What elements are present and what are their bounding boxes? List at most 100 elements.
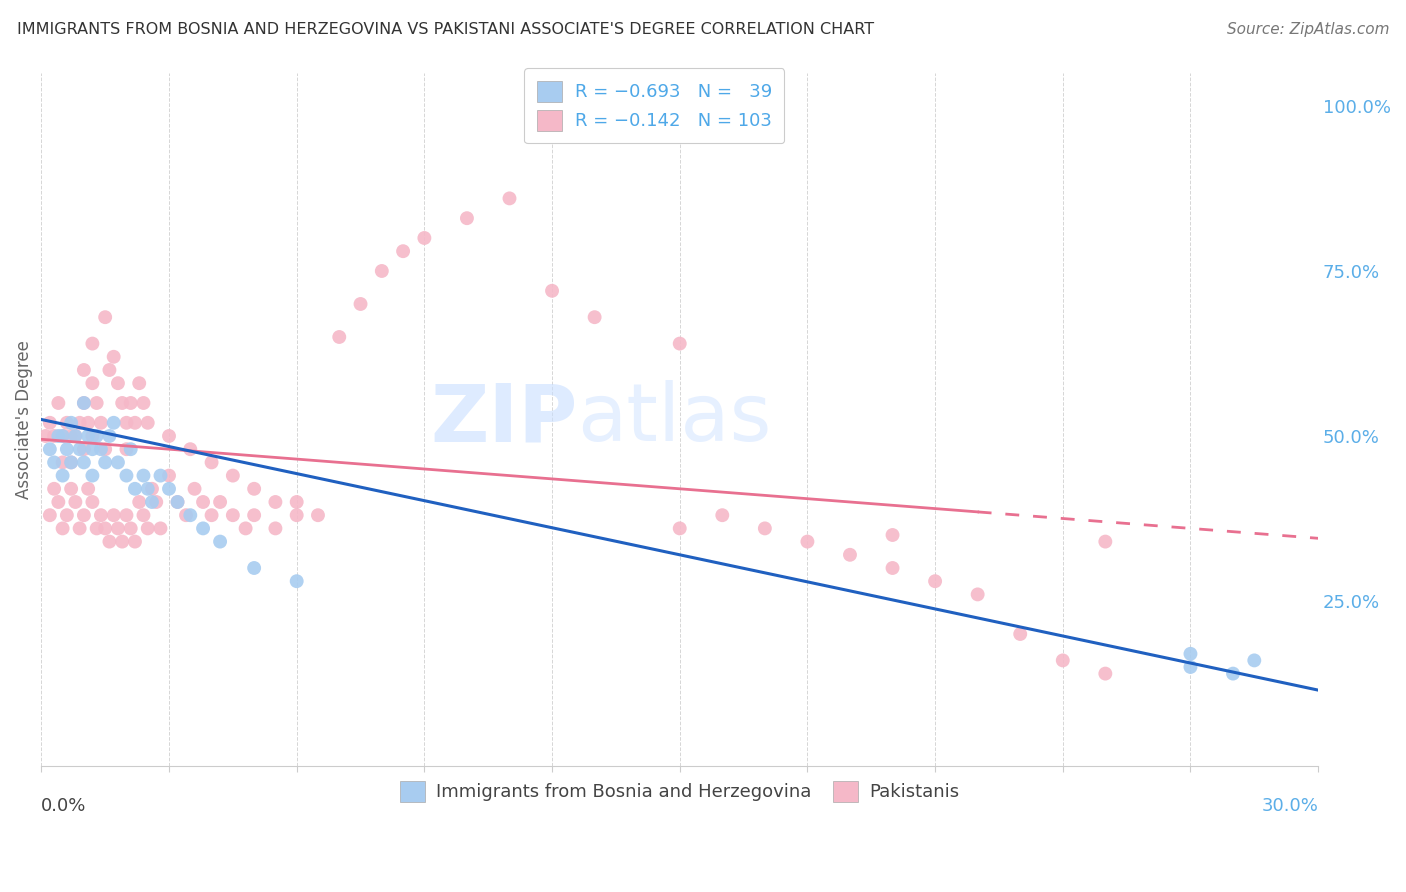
Point: [69, 521, 91, 535]
Text: ZIP: ZIP: [430, 381, 578, 458]
Point: [38, 416, 60, 430]
Point: [73, 455, 96, 469]
Point: [179, 442, 201, 457]
Point: [668, 336, 690, 351]
Point: [166, 495, 188, 509]
Point: [839, 548, 862, 562]
Point: [94, 455, 117, 469]
Point: [42, 455, 65, 469]
Point: [69, 416, 91, 430]
Point: [86, 396, 108, 410]
Point: [200, 508, 222, 523]
Text: 30.0%: 30.0%: [1261, 797, 1319, 814]
Point: [73, 363, 96, 377]
Point: [48, 429, 70, 443]
Point: [132, 468, 155, 483]
Point: [42, 429, 65, 443]
Point: [541, 284, 564, 298]
Point: [82, 376, 104, 391]
Point: [115, 508, 138, 523]
Point: [103, 416, 125, 430]
Point: [157, 482, 180, 496]
Point: [69, 442, 91, 457]
Point: [200, 455, 222, 469]
Point: [136, 482, 159, 496]
Point: [90, 442, 112, 457]
Point: [1052, 653, 1074, 667]
Point: [132, 508, 155, 523]
Point: [98, 534, 121, 549]
Point: [115, 416, 138, 430]
Point: [222, 508, 245, 523]
Point: [413, 231, 436, 245]
Point: [796, 534, 818, 549]
Point: [1180, 647, 1202, 661]
Point: [38, 508, 60, 523]
Point: [107, 376, 129, 391]
Point: [392, 244, 415, 259]
Point: [52, 455, 75, 469]
Point: [583, 310, 606, 325]
Point: [90, 416, 112, 430]
Point: [107, 455, 129, 469]
Point: [82, 442, 104, 457]
Point: [56, 442, 79, 457]
Point: [60, 429, 83, 443]
Point: [668, 521, 690, 535]
Point: [882, 528, 904, 542]
Point: [73, 442, 96, 457]
Point: [103, 508, 125, 523]
Point: [145, 495, 167, 509]
Point: [60, 455, 83, 469]
Point: [128, 376, 150, 391]
Point: [349, 297, 371, 311]
Point: [48, 495, 70, 509]
Point: [243, 508, 266, 523]
Point: [82, 336, 104, 351]
Point: [52, 429, 75, 443]
Point: [111, 534, 134, 549]
Point: [52, 429, 75, 443]
Point: [191, 521, 214, 535]
Point: [73, 396, 96, 410]
Legend: Immigrants from Bosnia and Herzegovina, Pakistanis: Immigrants from Bosnia and Herzegovina, …: [392, 773, 967, 809]
Point: [285, 495, 308, 509]
Point: [120, 442, 142, 457]
Point: [456, 211, 478, 226]
Point: [1094, 534, 1116, 549]
Point: [307, 508, 329, 523]
Point: [157, 468, 180, 483]
Point: [328, 330, 350, 344]
Point: [157, 429, 180, 443]
Point: [191, 495, 214, 509]
Point: [107, 521, 129, 535]
Point: [82, 495, 104, 509]
Point: [52, 468, 75, 483]
Point: [82, 468, 104, 483]
Point: [73, 508, 96, 523]
Point: [73, 396, 96, 410]
Point: [132, 396, 155, 410]
Point: [94, 310, 117, 325]
Point: [120, 396, 142, 410]
Point: [48, 396, 70, 410]
Point: [754, 521, 776, 535]
Point: [924, 574, 946, 589]
Point: [264, 495, 287, 509]
Point: [65, 495, 87, 509]
Point: [42, 482, 65, 496]
Point: [371, 264, 394, 278]
Point: [115, 468, 138, 483]
Point: [115, 442, 138, 457]
Point: [77, 416, 100, 430]
Point: [1180, 660, 1202, 674]
Point: [52, 521, 75, 535]
Point: [1243, 653, 1265, 667]
Point: [174, 508, 197, 523]
Point: [209, 495, 232, 509]
Point: [711, 508, 734, 523]
Point: [222, 468, 245, 483]
Point: [966, 587, 988, 601]
Point: [1094, 666, 1116, 681]
Point: [1222, 666, 1244, 681]
